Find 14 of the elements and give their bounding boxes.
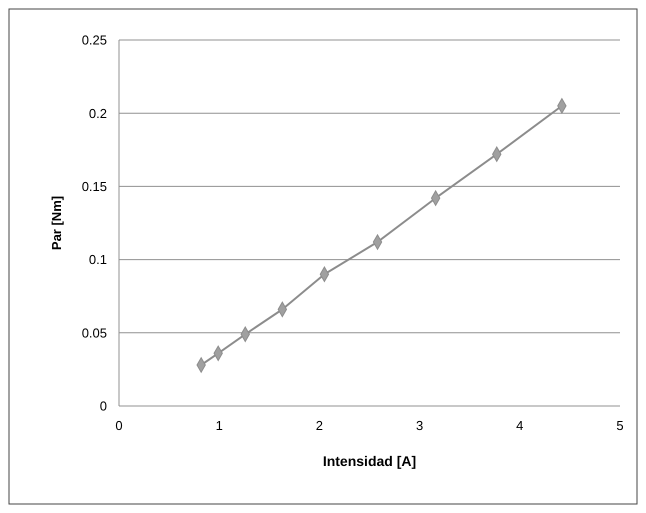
x-tick-label: 5	[616, 418, 624, 433]
y-tick-label: 0.2	[88, 106, 107, 121]
y-tick-label: 0.25	[82, 32, 107, 48]
x-tick-label: 4	[516, 418, 524, 433]
x-tick-label: 1	[216, 418, 223, 433]
y-tick-label: 0	[100, 398, 107, 414]
x-axis-title: Intensidad [A]	[322, 453, 416, 469]
y-axis-title: Par [Nm]	[49, 196, 64, 250]
x-tick-label: 2	[316, 418, 324, 433]
y-tick-label: 0.15	[82, 178, 107, 194]
x-tick-label: 0	[115, 418, 123, 433]
y-tick-label: 0.1	[88, 252, 107, 268]
x-tick-label: 3	[416, 418, 424, 433]
y-tick-label: 0.05	[82, 325, 107, 340]
